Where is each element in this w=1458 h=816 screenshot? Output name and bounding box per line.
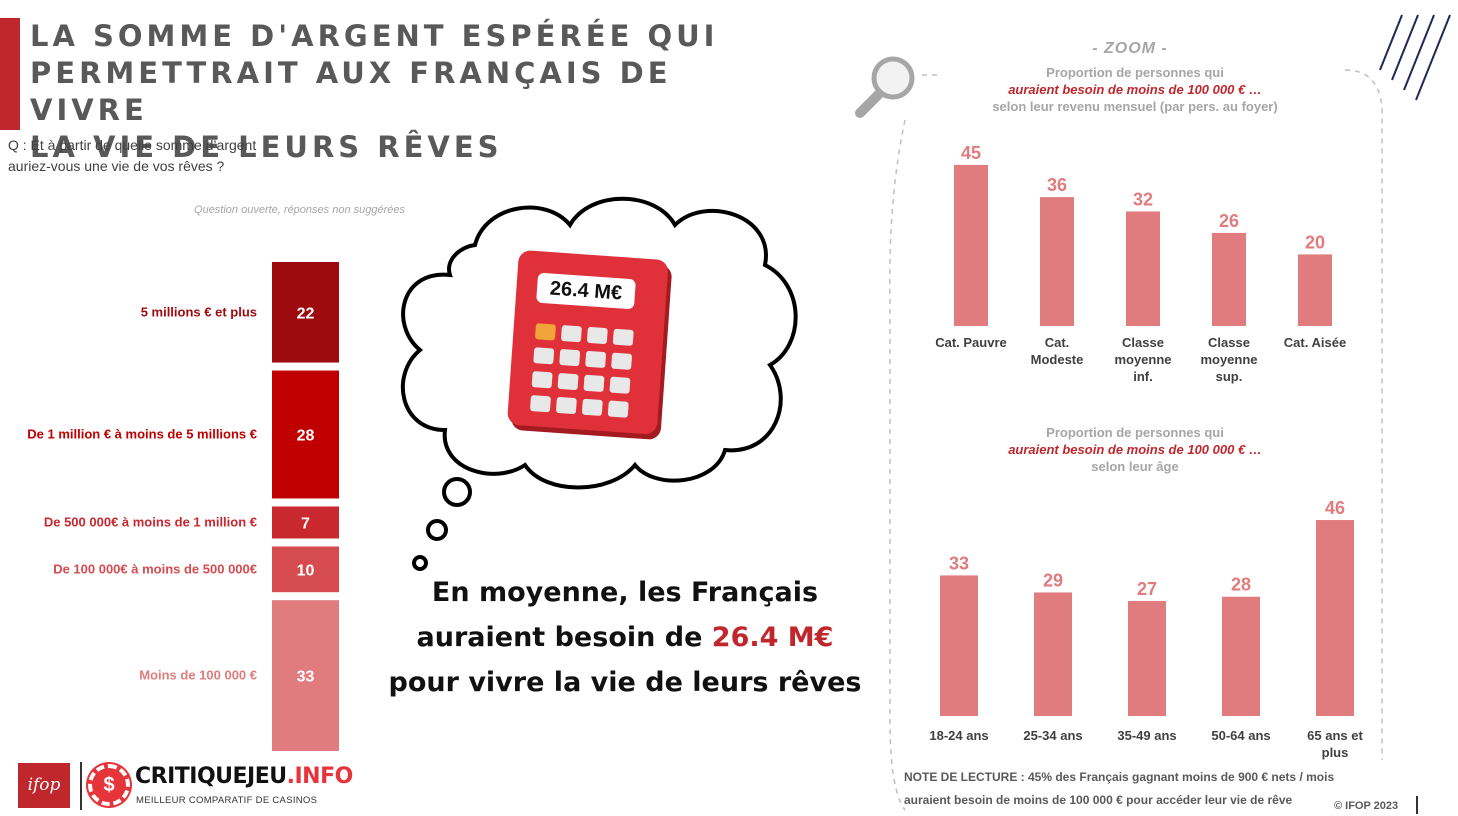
income-bar [1298,254,1332,326]
income-bar [1212,232,1246,326]
decorative-stripes [1379,14,1451,101]
average-line-2-text: auraient besoin de [416,622,712,653]
income-sub-line-2: auraient besoin de moins de 100 000 € … [1008,82,1262,97]
income-category-label: inf. [1133,369,1153,384]
reading-note-line-2: auraient besoin de moins de 100 000 € po… [904,793,1293,807]
thought-bubble-small [412,555,428,571]
survey-question: Q : Et à partir de quelle somme d’argent… [8,135,308,177]
average-line-1: En moyenne, les Français [431,577,819,608]
stack-category-label: Moins de 100 000 € [139,668,257,683]
brand-name: CRITIQUEJEU.INFO [135,764,353,789]
income-bar [954,164,988,326]
age-value: 27 [1137,579,1157,599]
stack-category-label: De 500 000€ à moins de 1 million € [44,514,257,529]
age-sub-line-3: selon leur âge [1091,459,1179,474]
age-value: 46 [1325,498,1345,518]
age-category-label: 65 ans et [1307,728,1363,743]
question-line-1: Q : Et à partir de quelle somme d’argent [8,137,257,153]
stack-category-label: De 1 million € à moins de 5 millions € [27,427,257,442]
stack-value: 28 [297,428,315,445]
age-chart-subtitle: Proportion de personnes qui auraient bes… [930,424,1340,475]
question-line-2: auriez-vous une vie de vos rêves ? [8,158,225,174]
casino-chip-icon: $ [88,764,130,806]
age-value: 33 [949,553,969,573]
age-bar [1222,596,1260,716]
title-line-3: LA VIE DE LEURS RÊVES [30,130,503,164]
income-category-label: Modeste [1031,352,1084,367]
title-line-2: PERMETTRAIT AUX FRANÇAIS DE VIVRE [30,56,672,127]
income-value: 32 [1133,189,1153,209]
age-bar [940,575,978,716]
age-bar [1128,600,1166,716]
logo-divider [80,762,82,810]
reading-note-line-1: NOTE DE LECTURE : 45% des Français gagna… [904,770,1335,784]
income-sub-line-3: selon leur revenu mensuel (par pers. au … [992,99,1278,114]
income-category-label: Classe [1208,335,1250,350]
age-sub-line-1: Proportion de personnes qui [1046,425,1224,440]
stack-segment [272,370,339,499]
page-title: LA SOMME D'ARGENT ESPÉRÉE QUI PERMETTRAI… [30,18,790,166]
stack-segment [272,546,339,593]
question-note: Question ouverte, réponses non suggérées [194,204,405,216]
brand-name-main: CRITIQUEJEU [135,764,287,789]
brand-name-suffix: .INFO [286,764,354,789]
income-category-label: Classe [1122,335,1164,350]
stack-value: 7 [301,515,310,532]
stack-value: 10 [297,562,315,579]
average-statement: En moyenne, les Français auraient besoin… [360,570,890,705]
income-value: 26 [1219,211,1239,231]
income-category-label: moyenne [1200,352,1257,367]
age-value: 29 [1043,570,1063,590]
age-bar [1034,592,1072,716]
ifop-logo: ifop [18,763,70,808]
income-category-label: Cat. [1045,335,1070,350]
stack-value: 33 [297,669,315,686]
income-category-label: Cat. Pauvre [935,335,1007,350]
income-bar [1126,211,1160,326]
stack-category-label: De 100 000€ à moins de 500 000€ [53,561,257,576]
thought-cloud-illustration [400,196,798,571]
average-line-2: auraient besoin de 26.4 M€ [360,615,890,660]
age-value: 28 [1231,575,1251,595]
income-value: 45 [961,143,981,163]
thought-bubble-medium [426,519,448,541]
stack-segment [272,262,339,363]
income-sub-line-1: Proportion de personnes qui [1046,65,1224,80]
stack-segment [272,506,339,539]
copyright-divider [1416,796,1418,814]
age-bar [1316,520,1354,716]
income-category-label: Cat. Aisée [1284,335,1346,350]
copyright: © IFOP 2023 [1334,800,1399,812]
income-category-label: sup. [1216,369,1243,384]
income-value: 20 [1305,232,1325,252]
zoom-title: - ZOOM - [1092,40,1168,57]
income-chart-subtitle: Proportion de personnes qui auraient bes… [930,64,1340,115]
age-category-label: plus [1322,745,1349,760]
age-sub-line-2: auraient besoin de moins de 100 000 € … [1008,442,1262,457]
stack-category-label: 5 millions € et plus [141,304,257,319]
reading-note: NOTE DE LECTURE : 45% des Français gagna… [904,766,1364,812]
magnifier-icon [855,56,915,118]
stack-value: 22 [297,305,315,322]
title-line-1: LA SOMME D'ARGENT ESPÉRÉE QUI [30,19,719,53]
average-amount: 26.4 M€ [711,622,834,653]
age-category-label: 50-64 ans [1211,728,1270,743]
income-bar [1040,197,1074,326]
title-accent-bar [0,18,20,130]
income-value: 36 [1047,175,1067,195]
age-category-label: 25-34 ans [1023,728,1082,743]
thought-bubble-large [442,477,472,507]
average-line-3: pour vivre la vie de leurs rêves [388,667,862,698]
age-category-label: 35-49 ans [1117,728,1176,743]
age-category-label: 18-24 ans [929,728,988,743]
stack-segment [272,600,339,751]
income-category-label: moyenne [1114,352,1171,367]
brand-tagline: MEILLEUR COMPARATIF DE CASINOS [136,795,318,806]
